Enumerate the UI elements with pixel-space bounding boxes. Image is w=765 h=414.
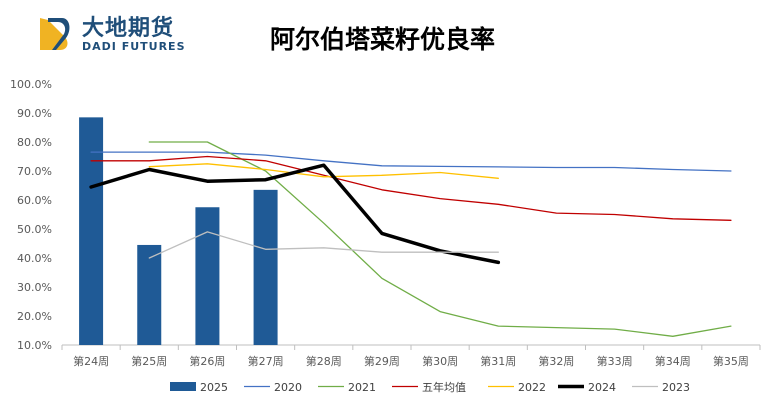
bar-2025 — [79, 117, 104, 345]
legend-label: 2024 — [588, 381, 616, 394]
bar-2025 — [253, 189, 278, 345]
line-series-2022 — [148, 163, 499, 179]
y-axis: 10.0% 20.0% 30.0% 40.0% 50.0% 60.0% 70.0% 80.0%… — [10, 78, 52, 352]
line-series-2023 — [148, 231, 499, 259]
chart-title: 阿尔伯塔菜籽优良率 — [270, 25, 496, 54]
legend-label: 2022 — [518, 381, 546, 394]
y-tick-label: 70.0% — [17, 165, 52, 178]
line-series-2020 — [90, 151, 732, 172]
line-series — [89, 141, 732, 337]
brand-name-cn: 大地期货 — [82, 16, 175, 41]
legend-label: 2025 — [200, 381, 228, 394]
y-tick-label: 40.0% — [17, 252, 52, 265]
legend-label: 2023 — [662, 381, 690, 394]
y-tick-label: 60.0% — [17, 194, 52, 207]
x-tick-label: 第34周 — [655, 354, 691, 368]
x-tick-label: 第26周 — [189, 354, 225, 368]
legend-label: 2020 — [274, 381, 302, 394]
y-tick-label: 20.0% — [17, 310, 52, 323]
y-tick-label: 80.0% — [17, 136, 52, 149]
y-tick-label: 30.0% — [17, 281, 52, 294]
x-tick-label: 第28周 — [306, 354, 342, 368]
legend-label: 2021 — [348, 381, 376, 394]
bar-2025 — [137, 244, 162, 345]
bar-2025 — [195, 207, 220, 345]
y-tick-label: 90.0% — [17, 107, 52, 120]
x-tick-label: 第29周 — [364, 354, 400, 368]
x-tick-label: 第35周 — [713, 354, 749, 368]
brand-name-en: DADI FUTURES — [82, 40, 186, 53]
legend: 2025 2020 2021 五年均值 2022 2024 2023 — [170, 380, 690, 394]
x-tick-label: 第25周 — [131, 354, 167, 368]
line-series-2024 — [89, 163, 501, 265]
bar-series — [79, 117, 278, 345]
line-series-五年均值 — [90, 155, 732, 221]
legend-swatch-2025 — [170, 382, 196, 391]
header: 大地期货 DADI FUTURES 阿尔伯塔菜籽优良率 — [0, 0, 765, 66]
x-axis: 第24周 第25周 第26周 第27周 第28周 第29周 第30周 第31周 第32周 第33周… — [61, 344, 761, 368]
y-tick-label: 50.0% — [17, 223, 52, 236]
y-tick-label: 10.0% — [17, 339, 52, 352]
x-tick-label: 第30周 — [422, 354, 458, 368]
legend-label: 五年均值 — [422, 380, 466, 394]
x-tick-label: 第33周 — [597, 354, 633, 368]
y-tick-label: 100.0% — [10, 78, 52, 91]
x-tick-label: 第24周 — [73, 354, 109, 368]
x-tick-label: 第32周 — [538, 354, 574, 368]
x-tick-label: 第31周 — [480, 354, 516, 368]
dadi-logo-icon — [40, 18, 70, 50]
line-series-2021 — [148, 141, 732, 337]
x-tick-label: 第27周 — [248, 354, 284, 368]
